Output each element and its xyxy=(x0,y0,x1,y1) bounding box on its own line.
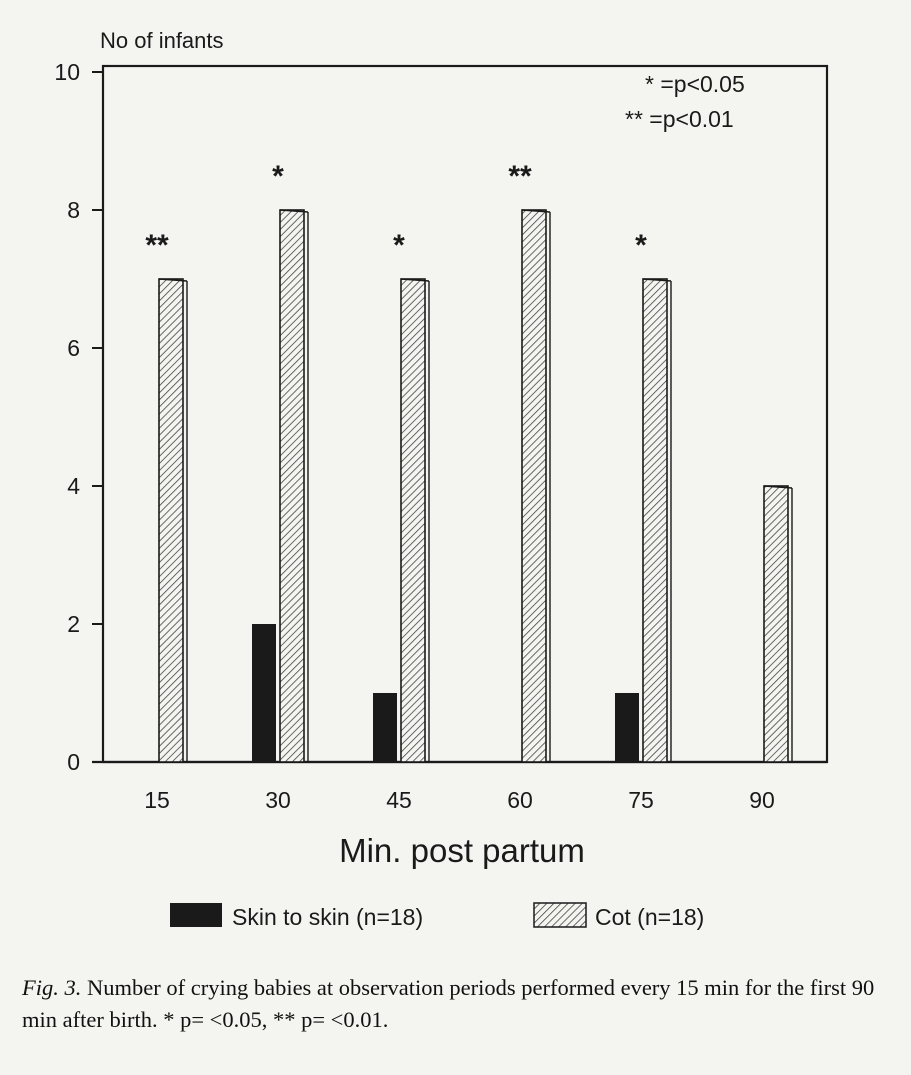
y-tick-label: 10 xyxy=(54,59,80,85)
bar-cot xyxy=(642,278,668,763)
significance-marker: ** xyxy=(508,160,532,193)
bar-skin-to-skin xyxy=(373,693,397,762)
bar-cot-top xyxy=(158,278,188,282)
y-tick-label: 0 xyxy=(67,749,80,775)
plot-frame xyxy=(101,64,829,764)
y-tick-label: 8 xyxy=(67,197,80,223)
legend-swatch-cot xyxy=(533,902,587,928)
bars xyxy=(158,209,793,763)
bar-cot xyxy=(400,278,426,763)
y-axis-label: No of infants xyxy=(100,28,224,53)
significance-key-1: * =p<0.05 xyxy=(645,71,745,97)
significance-marker: * xyxy=(272,160,284,193)
y-tick-label: 2 xyxy=(67,611,80,637)
significance-marker: * xyxy=(393,229,405,262)
bar-cot-top xyxy=(763,485,793,489)
legend-swatch-skin-to-skin xyxy=(170,903,222,927)
figure-label: Fig. 3. xyxy=(22,975,82,1000)
significance-marker: * xyxy=(635,229,647,262)
bar-chart: No of infants Min. post partum 0 2 4 6 8 10 1… xyxy=(54,28,829,930)
x-tick-label: 75 xyxy=(628,787,654,813)
bar-cot xyxy=(279,209,305,763)
y-tick-label: 4 xyxy=(67,473,80,499)
bar-skin-to-skin xyxy=(615,693,639,762)
significance-marker: ** xyxy=(145,229,169,262)
bar-cot-top xyxy=(521,209,551,213)
x-ticks: 15 30 45 60 75 90 xyxy=(144,787,775,813)
legend-label-cot: Cot (n=18) xyxy=(595,904,704,930)
x-axis-label: Min. post partum xyxy=(339,832,585,869)
bar-cot xyxy=(521,209,547,763)
y-tick-label: 6 xyxy=(67,335,80,361)
legend-label-skin-to-skin: Skin to skin (n=18) xyxy=(232,904,423,930)
x-tick-label: 15 xyxy=(144,787,170,813)
bar-skin-to-skin xyxy=(252,624,276,762)
significance-key-2: ** =p<0.01 xyxy=(625,106,734,132)
bar-cot xyxy=(158,278,184,763)
bar-cot-top xyxy=(279,209,309,213)
bar-cot-top xyxy=(642,278,672,282)
bar-cot xyxy=(763,485,789,763)
x-tick-label: 30 xyxy=(265,787,291,813)
x-tick-label: 45 xyxy=(386,787,412,813)
x-tick-label: 90 xyxy=(749,787,775,813)
figure-caption: Fig. 3. Number of crying babies at obser… xyxy=(22,972,902,1036)
x-tick-label: 60 xyxy=(507,787,533,813)
figure-caption-text: Number of crying babies at observation p… xyxy=(22,975,875,1032)
significance-markers: ******* xyxy=(145,160,647,262)
bar-cot-top xyxy=(400,278,430,282)
y-ticks: 0 2 4 6 8 10 xyxy=(54,59,103,775)
